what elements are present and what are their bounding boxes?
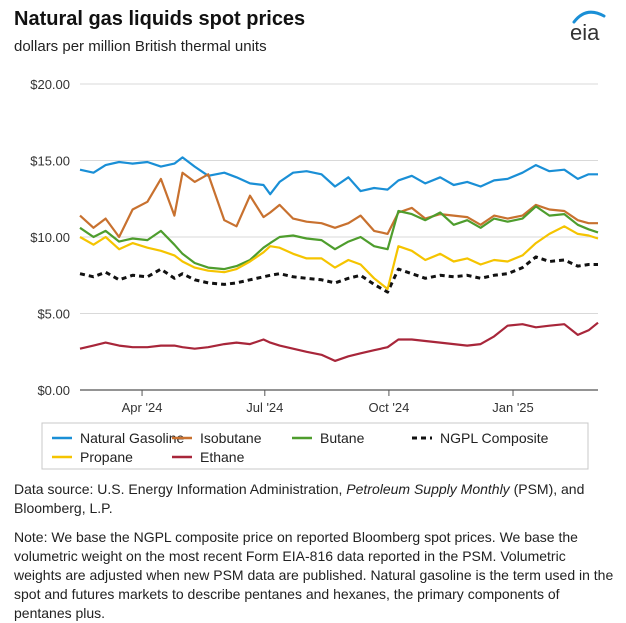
series-line-butane [79, 205, 599, 271]
data-source: Data source: U.S. Energy Information Adm… [14, 481, 585, 516]
chart-subtitle: dollars per million British thermal unit… [14, 38, 267, 55]
y-axis: $0.00 $5.00 $10.00 $15.00 $20.00 [30, 77, 70, 398]
x-axis: Apr '24 Jul '24 Oct '24 Jan '25 [80, 389, 598, 415]
eia-logo: eia [570, 10, 606, 44]
eia-logo-text: eia [570, 20, 600, 44]
legend-label-butane: Butane [320, 430, 365, 446]
y-tick-label: $20.00 [30, 77, 70, 92]
legend-label-isobutane: Isobutane [200, 430, 262, 446]
x-tick-label: Jan '25 [492, 400, 534, 415]
y-tick-label: $5.00 [37, 307, 70, 322]
series-line-natural-gasoline [79, 156, 598, 196]
eia-logo-arc-icon [572, 10, 606, 24]
legend-label-natural-gasoline: Natural Gasoline [80, 430, 184, 446]
gridlines [80, 83, 598, 391]
y-tick-label: $0.00 [37, 383, 70, 398]
chart-title: Natural gas liquids spot prices [14, 8, 306, 30]
x-tick-label: Jul '24 [246, 400, 283, 415]
legend: Natural Gasoline Isobutane Butane NGPL Comp… [41, 422, 589, 470]
y-tick-label: $10.00 [30, 230, 70, 245]
legend-box [41, 422, 589, 470]
legend-label-ngpl-composite: NGPL Composite [440, 430, 549, 446]
series-line-ngpl-composite [79, 255, 598, 294]
series-lines [79, 156, 599, 362]
x-tick-label: Oct '24 [369, 400, 410, 415]
chart-note: Note: We base the NGPL composite price o… [14, 529, 614, 621]
series-line-propane [79, 225, 599, 291]
series-line-isobutane [79, 171, 598, 239]
legend-label-ethane: Ethane [200, 449, 245, 465]
series-line-ethane [79, 321, 599, 362]
x-tick-label: Apr '24 [122, 400, 163, 415]
legend-label-propane: Propane [80, 449, 133, 465]
y-tick-label: $15.00 [30, 154, 70, 169]
